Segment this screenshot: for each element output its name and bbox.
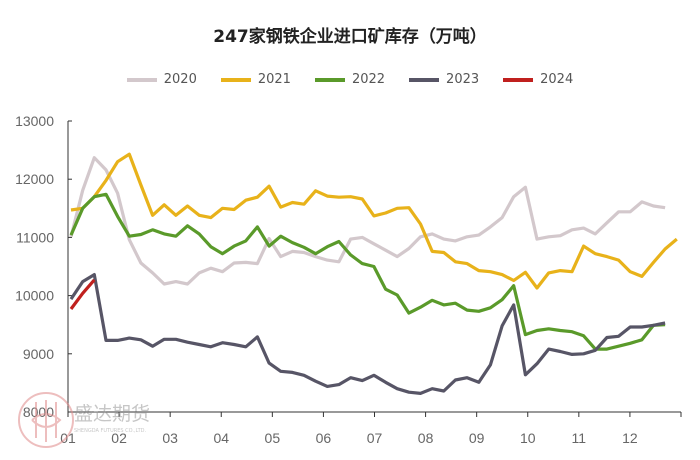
watermark-logo: 盛达期货 SHENGDA FUTURES CO.,LTD.: [14, 388, 164, 460]
legend-item-2021: 2021: [220, 72, 291, 87]
series-line-2020: [69, 156, 666, 286]
x-tick-label: 04: [213, 430, 229, 446]
svg-text:盛达期货: 盛达期货: [74, 403, 150, 425]
x-tick-label: 01: [60, 430, 76, 446]
legend-swatch: [503, 77, 534, 82]
y-tick-label: 9000: [23, 346, 54, 362]
legend-swatch: [409, 77, 440, 82]
legend-swatch: [314, 77, 345, 82]
legend-label: 2024: [540, 72, 574, 87]
x-tick-label: 09: [469, 430, 485, 446]
legend-label: 2021: [257, 72, 291, 87]
legend-item-2024: 2024: [503, 72, 573, 87]
legend-label: 2023: [446, 72, 480, 87]
legend-swatch: [126, 77, 157, 82]
series-line-2023: [69, 273, 666, 395]
chart-title: 247家钢铁企业进口矿库存（万吨）: [213, 27, 487, 47]
y-tick-label: 13000: [15, 113, 54, 129]
x-tick-label: 07: [367, 430, 383, 446]
x-tick-label: 03: [162, 430, 178, 446]
legend-item-2020: 2020: [126, 72, 197, 87]
series-line-2022: [69, 192, 666, 351]
y-tick-label: 10000: [15, 288, 54, 304]
legend: 2020 2021 2022 2023 2024: [0, 72, 700, 87]
y-tick-label: 12000: [15, 171, 54, 187]
y-tick-label: 11000: [16, 229, 54, 245]
x-tick-label: 12: [622, 430, 638, 446]
x-tick-label: 06: [316, 430, 332, 446]
x-tick-label: 10: [520, 430, 536, 446]
x-tick-label: 11: [572, 430, 587, 446]
x-tick-label: 05: [265, 430, 281, 446]
legend-swatch: [220, 77, 251, 82]
x-tick-label: 02: [111, 430, 127, 446]
legend-label: 2022: [351, 72, 386, 87]
legend-item-2022: 2022: [314, 72, 386, 87]
svg-text:SHENGDA FUTURES CO.,LTD.: SHENGDA FUTURES CO.,LTD.: [74, 428, 147, 434]
legend-item-2023: 2023: [409, 72, 479, 87]
x-tick-label: 08: [418, 430, 434, 446]
legend-label: 2020: [163, 72, 197, 87]
